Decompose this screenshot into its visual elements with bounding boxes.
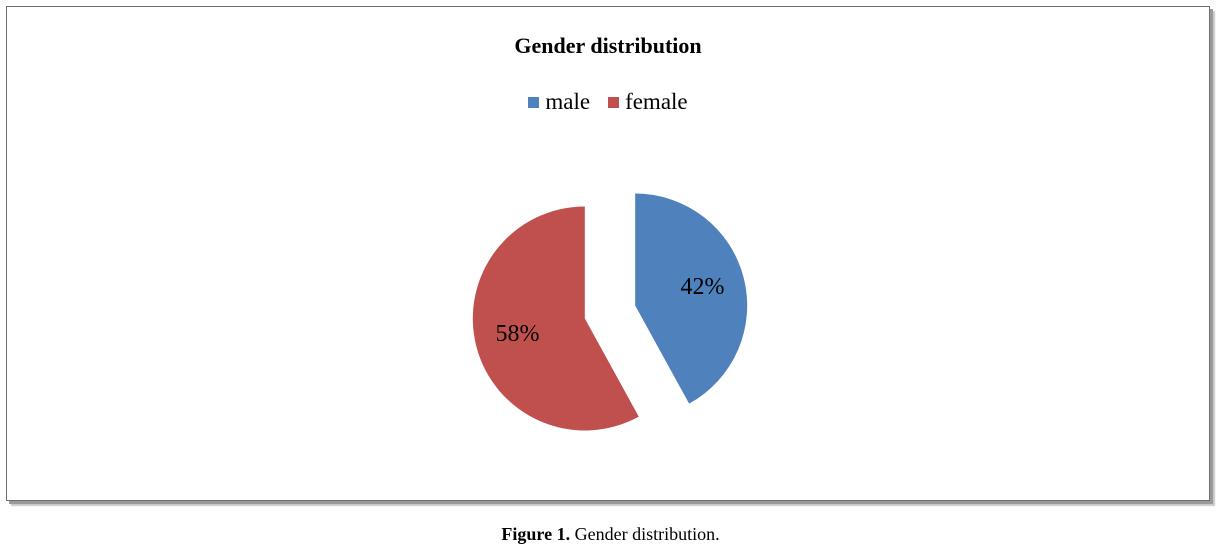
caption-prefix: Figure 1. (501, 524, 571, 544)
pie-slice-female (472, 206, 639, 431)
legend-item-female: female (608, 89, 688, 115)
legend-item-male: male (528, 89, 590, 115)
pie-label-male: 42% (680, 274, 724, 300)
chart-legend: male female (7, 89, 1209, 115)
legend-label-male: male (545, 89, 591, 114)
chart-title: Gender distribution (514, 33, 702, 58)
pie-label-female: 58% (496, 321, 540, 347)
pie-slice-male (635, 193, 748, 404)
caption-text: Gender distribution. (570, 524, 720, 544)
legend-swatch-female (608, 96, 620, 108)
legend-label-female: female (625, 89, 688, 114)
legend-swatch-male (528, 96, 540, 108)
pie-chart: 42% 58% (472, 193, 748, 431)
figure-caption: Figure 1. Gender distribution. (0, 524, 1221, 545)
